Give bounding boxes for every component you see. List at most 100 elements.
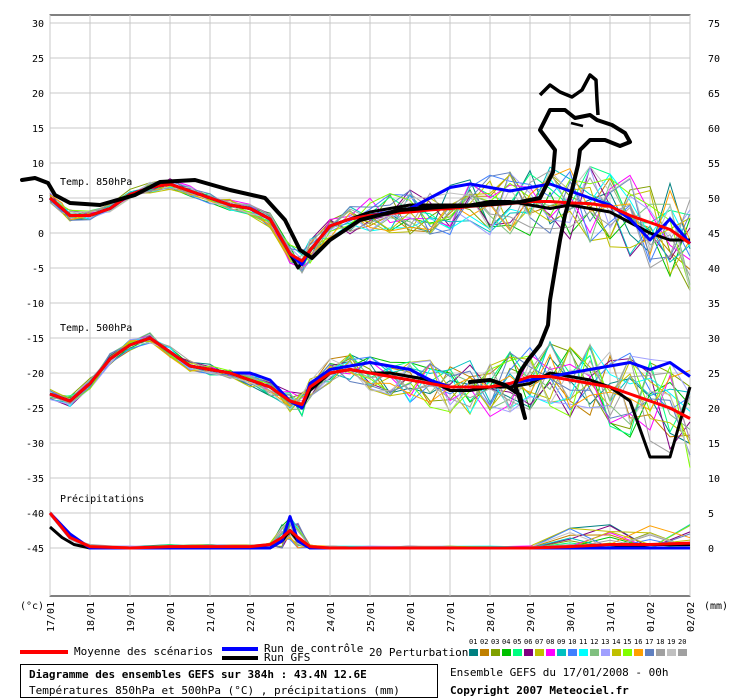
- y-right-tick: 20: [708, 404, 720, 415]
- perturbation-swatch: [667, 649, 676, 656]
- perturbation-number: 17: [645, 638, 654, 646]
- x-tick-label: 01/02: [646, 602, 657, 632]
- y-left-tick: -5: [32, 264, 44, 275]
- x-tick-label: 31/01: [606, 602, 617, 632]
- panel-label-500hpa: Temp. 500hPa: [60, 323, 132, 334]
- y-right-tick: 75: [708, 19, 720, 30]
- perturbation-number: 15: [623, 638, 632, 646]
- perturbation-number: 07: [535, 638, 544, 646]
- y-right-tick: 10: [708, 474, 720, 485]
- perturbation-line: [49, 165, 691, 291]
- legend-mean-swatch: [20, 650, 68, 654]
- x-tick-label: 25/01: [366, 602, 377, 632]
- legend-perturbations-label: 20 Perturbations: [369, 646, 475, 659]
- y-left-tick: -45: [26, 544, 44, 555]
- x-tick-label: 18/01: [86, 602, 97, 632]
- perturbation-number: 01: [469, 638, 478, 646]
- x-tick-label: 29/01: [526, 602, 537, 632]
- perturbation-swatch: [634, 649, 643, 656]
- perturbation-number: 11: [579, 638, 588, 646]
- y-left-unit: (°c): [20, 601, 44, 612]
- x-tick-label: 17/01: [46, 602, 57, 632]
- perturbation-swatch: [612, 649, 621, 656]
- legend-gfs-label: Run GFS: [264, 651, 311, 664]
- perturbation-swatch: [535, 649, 544, 656]
- y-right-tick: 65: [708, 89, 720, 100]
- y-left-tick: -35: [26, 474, 44, 485]
- copyright: Copyright 2007 Meteociel.fr: [450, 684, 629, 697]
- y-right-tick: 0: [708, 544, 714, 555]
- y-left-tick: 20: [32, 89, 44, 100]
- y-left-tick: 5: [38, 194, 44, 205]
- y-right-tick: 55: [708, 159, 720, 170]
- chart-subtitle: Températures 850hPa et 500hPa (°C) , pré…: [29, 684, 400, 697]
- y-left-tick: 0: [38, 229, 44, 240]
- series-line: [48, 512, 691, 550]
- perturbation-swatch: [568, 649, 577, 656]
- perturbation-swatch: [601, 649, 610, 656]
- y-right-tick: 25: [708, 369, 720, 380]
- perturbation-swatch: [623, 649, 632, 656]
- perturbation-number: 12: [590, 638, 599, 646]
- perturbation-number: 18: [656, 638, 665, 646]
- giraffe-doodle: [20, 108, 632, 420]
- perturbation-number: 04: [502, 638, 511, 646]
- perturbation-number: 14: [612, 638, 621, 646]
- x-tick-label: 27/01: [446, 602, 457, 632]
- giraffe-ears: [538, 73, 600, 116]
- perturbation-swatch: [590, 649, 599, 656]
- footer-title-box: Diagramme des ensembles GEFS sur 384h : …: [20, 664, 438, 698]
- perturbation-number: 16: [634, 638, 643, 646]
- y-left-tick: 25: [32, 54, 44, 65]
- y-right-tick: 60: [708, 124, 720, 135]
- legend-control-label: Run de contrôle: [264, 642, 364, 655]
- y-left-tick: -30: [26, 439, 44, 450]
- y-left-tick: -20: [26, 369, 44, 380]
- y-right-tick: 15: [708, 439, 720, 450]
- y-left-tick: 15: [32, 124, 44, 135]
- x-tick-label: 24/01: [326, 602, 337, 632]
- perturbation-number: 03: [491, 638, 500, 646]
- perturbation-swatch: [546, 649, 555, 656]
- x-tick-label: 26/01: [406, 602, 417, 632]
- y-right-unit: (mm): [704, 601, 728, 612]
- perturbation-number: 20: [678, 638, 687, 646]
- chart-title: Diagramme des ensembles GEFS sur 384h : …: [29, 668, 367, 681]
- x-tick-label: 23/01: [286, 602, 297, 632]
- y-right-tick: 70: [708, 54, 720, 65]
- perturbation-swatch: [557, 649, 566, 656]
- perturbation-number: 05: [513, 638, 522, 646]
- y-right-tick: 30: [708, 334, 720, 345]
- ensemble-date: Ensemble GEFS du 17/01/2008 - 00h: [450, 666, 669, 679]
- legend-mean-label: Moyenne des scénarios: [74, 645, 214, 658]
- y-left-tick: -25: [26, 404, 44, 415]
- legend-gfs-swatch: [222, 656, 258, 660]
- y-left-tick: -10: [26, 299, 44, 310]
- x-tick-label: 28/01: [486, 602, 497, 632]
- perturbation-swatch: [469, 649, 478, 656]
- y-right-tick: 35: [708, 299, 720, 310]
- series-line: [49, 336, 691, 420]
- perturbation-number: 09: [557, 638, 566, 646]
- perturbation-swatch: [480, 649, 489, 656]
- y-left-tick: -15: [26, 334, 44, 345]
- perturbation-swatch: [502, 649, 511, 656]
- perturbation-number: 19: [667, 638, 676, 646]
- perturbation-number: 08: [546, 638, 555, 646]
- legend-control-swatch: [222, 647, 258, 651]
- perturbation-swatch: [491, 649, 500, 656]
- y-left-tick: 10: [32, 159, 44, 170]
- perturbation-swatch: [579, 649, 588, 656]
- panel-label-precip: Précipitations: [60, 493, 144, 505]
- perturbation-swatch: [524, 649, 533, 656]
- y-right-tick: 40: [708, 264, 720, 275]
- x-tick-label: 20/01: [166, 602, 177, 632]
- panel-label-850hpa: Temp. 850hPa: [60, 177, 132, 188]
- perturbation-swatch: [645, 649, 654, 656]
- y-right-tick: 5: [708, 509, 714, 520]
- x-tick-label: 30/01: [566, 602, 577, 632]
- y-left-tick: -40: [26, 509, 44, 520]
- x-tick-label: 02/02: [686, 602, 697, 632]
